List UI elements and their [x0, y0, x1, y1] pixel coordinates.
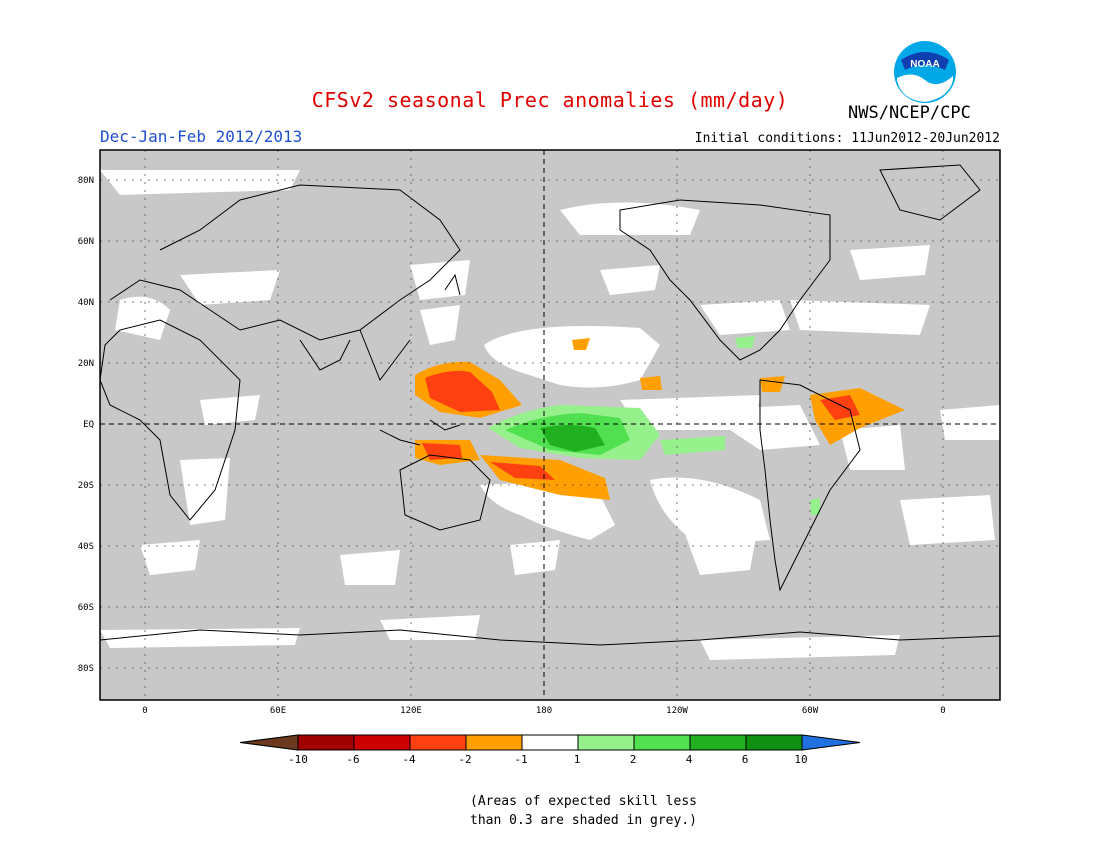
lat-label: 60N	[78, 237, 94, 247]
lon-label: 120W	[666, 706, 688, 716]
latitude-labels: 80N 60N 40N 20N EQ 20S 40S 60S 80S	[78, 176, 94, 674]
lon-label: 0	[940, 706, 945, 716]
lat-label: 60S	[78, 603, 94, 613]
lon-label: 120E	[400, 706, 422, 716]
longitude-labels: 0 60E 120E 180 120W 60W 0	[142, 706, 945, 716]
grid-lines	[100, 150, 1000, 700]
lat-label: 80S	[78, 664, 94, 674]
lon-label: 60E	[270, 706, 286, 716]
lat-label: 20N	[78, 359, 94, 369]
season-label: Dec-Jan-Feb 2012/2013	[100, 127, 303, 146]
skill-note: (Areas of expected skill less than 0.3 a…	[470, 792, 730, 830]
initial-conditions-label: Initial conditions: 11Jun2012-20Jun2012	[694, 131, 1000, 146]
note-line: (Areas of expected skill less	[470, 794, 697, 809]
lat-label: 40S	[78, 542, 94, 552]
lon-label: 60W	[802, 706, 819, 716]
logo-text: NOAA	[910, 59, 939, 70]
lon-label: 180	[536, 706, 552, 716]
chart-title: CFSv2 seasonal Prec anomalies (mm/day)	[311, 88, 789, 112]
white-skill-patches	[100, 170, 1000, 660]
lon-label: 0	[142, 706, 147, 716]
coastlines	[100, 164, 1000, 646]
lat-label: 20S	[78, 481, 94, 491]
lat-label: EQ	[83, 420, 94, 430]
lat-label: 40N	[78, 298, 94, 308]
agency-label: NWS/NCEP/CPC	[848, 103, 971, 123]
noaa-logo: NOAA	[894, 41, 956, 103]
lat-label: 80N	[78, 176, 94, 186]
note-line: than 0.3 are shaded in grey.)	[470, 813, 697, 828]
map-frame	[99, 149, 1001, 701]
